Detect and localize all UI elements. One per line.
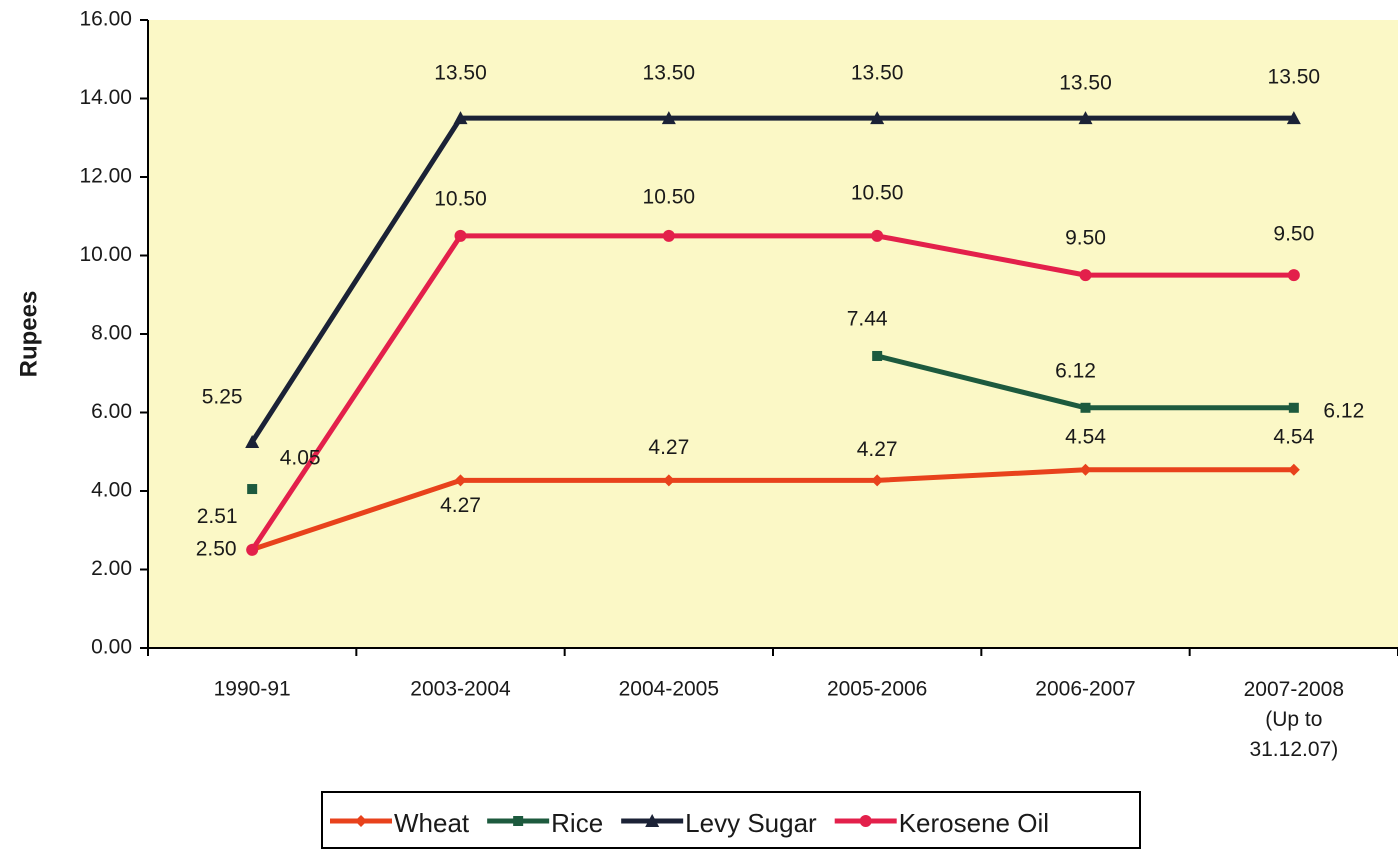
y-axis-label: Rupees: [15, 291, 42, 378]
legend-label: Rice: [551, 808, 603, 838]
y-tick-label: 4.00: [91, 479, 132, 502]
data-label: 10.50: [851, 181, 904, 204]
marker: [355, 815, 367, 827]
marker: [247, 484, 258, 495]
marker: [662, 474, 675, 487]
marker: [859, 815, 872, 827]
data-label: 4.54: [1065, 425, 1106, 448]
data-label: 7.44: [847, 308, 888, 331]
y-tick-label: 14.00: [79, 86, 132, 109]
data-label: 4.27: [857, 438, 898, 461]
x-tick-label: 1990-91: [214, 678, 291, 701]
legend-label: Wheat: [394, 808, 470, 838]
marker: [1287, 463, 1300, 476]
data-label: 2.50: [196, 537, 237, 560]
marker: [872, 350, 883, 361]
x-tick-label: 2007-2008 (Up to 31.12.07): [1244, 678, 1344, 761]
marker: [870, 111, 885, 125]
x-tick-label: 2004-2005: [619, 678, 719, 701]
marker: [1079, 463, 1092, 476]
data-label: 13.50: [434, 62, 487, 85]
data-label: 9.50: [1273, 223, 1314, 246]
legend-label: Kerosene Oil: [899, 808, 1049, 838]
marker: [1078, 111, 1093, 125]
marker: [1286, 111, 1301, 125]
data-label: 13.50: [1268, 66, 1321, 89]
data-label: 13.50: [643, 62, 696, 85]
y-tick-label: 16.00: [79, 8, 132, 31]
marker: [1287, 269, 1300, 282]
data-label: 9.50: [1065, 227, 1106, 250]
marker: [454, 474, 467, 487]
marker: [453, 111, 468, 125]
marker: [1288, 402, 1299, 413]
marker: [245, 434, 260, 448]
series-line: [251, 467, 1294, 552]
marker: [662, 229, 675, 242]
series-line: [250, 115, 1294, 444]
data-label: 10.50: [643, 185, 696, 208]
y-tick-label: 10.00: [79, 243, 132, 266]
x-tick-label: 2006-2007: [1035, 678, 1135, 701]
x-tick-label: 2005-2006: [827, 678, 927, 701]
y-tick-label: 6.00: [91, 400, 132, 423]
data-label: 4.05: [280, 447, 321, 470]
legend-label: Levy Sugar: [685, 808, 817, 838]
marker: [1080, 402, 1091, 413]
series-line: [250, 233, 1294, 552]
marker: [1079, 269, 1092, 282]
marker: [454, 229, 467, 242]
data-label: 4.27: [440, 494, 481, 517]
data-label: 2.51: [197, 505, 238, 528]
data-label: 13.50: [1059, 72, 1112, 95]
data-label: 6.12: [1323, 399, 1364, 422]
y-tick-label: 8.00: [91, 322, 132, 345]
y-tick-label: 0.00: [91, 636, 132, 659]
plot-area: [148, 20, 1398, 648]
data-label: 6.12: [1055, 359, 1096, 382]
x-tick-label: 2003-2004: [410, 678, 511, 701]
data-label: 5.25: [202, 385, 243, 408]
marker: [871, 229, 884, 242]
marker: [645, 814, 660, 827]
y-tick-label: 12.00: [79, 165, 132, 188]
marker: [246, 543, 259, 556]
y-tick-label: 2.00: [91, 557, 132, 580]
marker: [871, 474, 884, 487]
data-label: 4.54: [1273, 425, 1314, 448]
marker: [513, 816, 524, 826]
data-label: 13.50: [851, 62, 904, 85]
legend: [321, 791, 1141, 849]
data-label: 10.50: [434, 187, 487, 210]
marker: [661, 111, 676, 125]
data-label: 4.27: [648, 436, 689, 459]
